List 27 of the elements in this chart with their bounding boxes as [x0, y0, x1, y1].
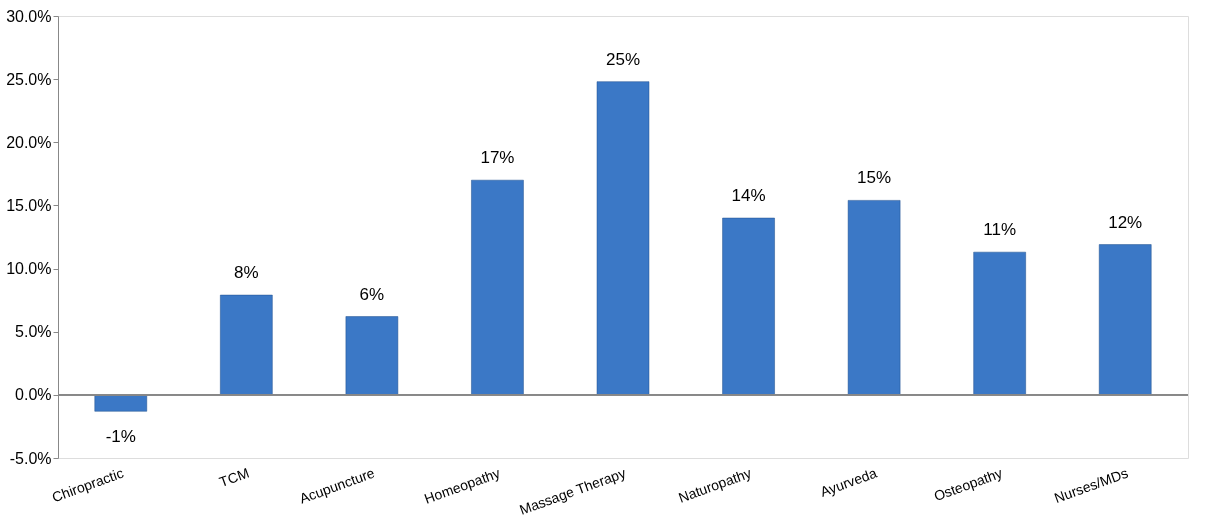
bar [1098, 244, 1152, 396]
y-tick-label: 25.0% [6, 70, 52, 88]
x-tick-label: TCM [217, 464, 252, 491]
bar [94, 394, 148, 412]
data-label: 14% [731, 186, 766, 206]
data-label: 6% [359, 284, 385, 304]
bar [973, 251, 1026, 396]
bar [847, 200, 901, 396]
data-label: 12% [1108, 212, 1143, 232]
y-tick-label: 30.0% [6, 7, 52, 25]
data-label: 15% [857, 168, 892, 188]
data-label: 8% [234, 263, 259, 283]
y-tick-label: 20.0% [6, 133, 52, 151]
bar [471, 179, 524, 396]
data-label: 25% [605, 49, 641, 69]
bar [220, 294, 273, 396]
data-label: -1% [105, 427, 136, 447]
y-tick-label: -5.0% [9, 449, 52, 467]
y-tick-label: 10.0% [6, 260, 52, 278]
data-label: 17% [480, 148, 515, 168]
bar [345, 316, 399, 396]
bar [596, 81, 650, 396]
y-tick-label: 5.0% [15, 323, 52, 341]
y-tick-label: 15.0% [6, 196, 52, 214]
bar [722, 217, 775, 396]
y-tick-label: 0.0% [15, 386, 52, 404]
data-label: 11% [983, 220, 1017, 240]
